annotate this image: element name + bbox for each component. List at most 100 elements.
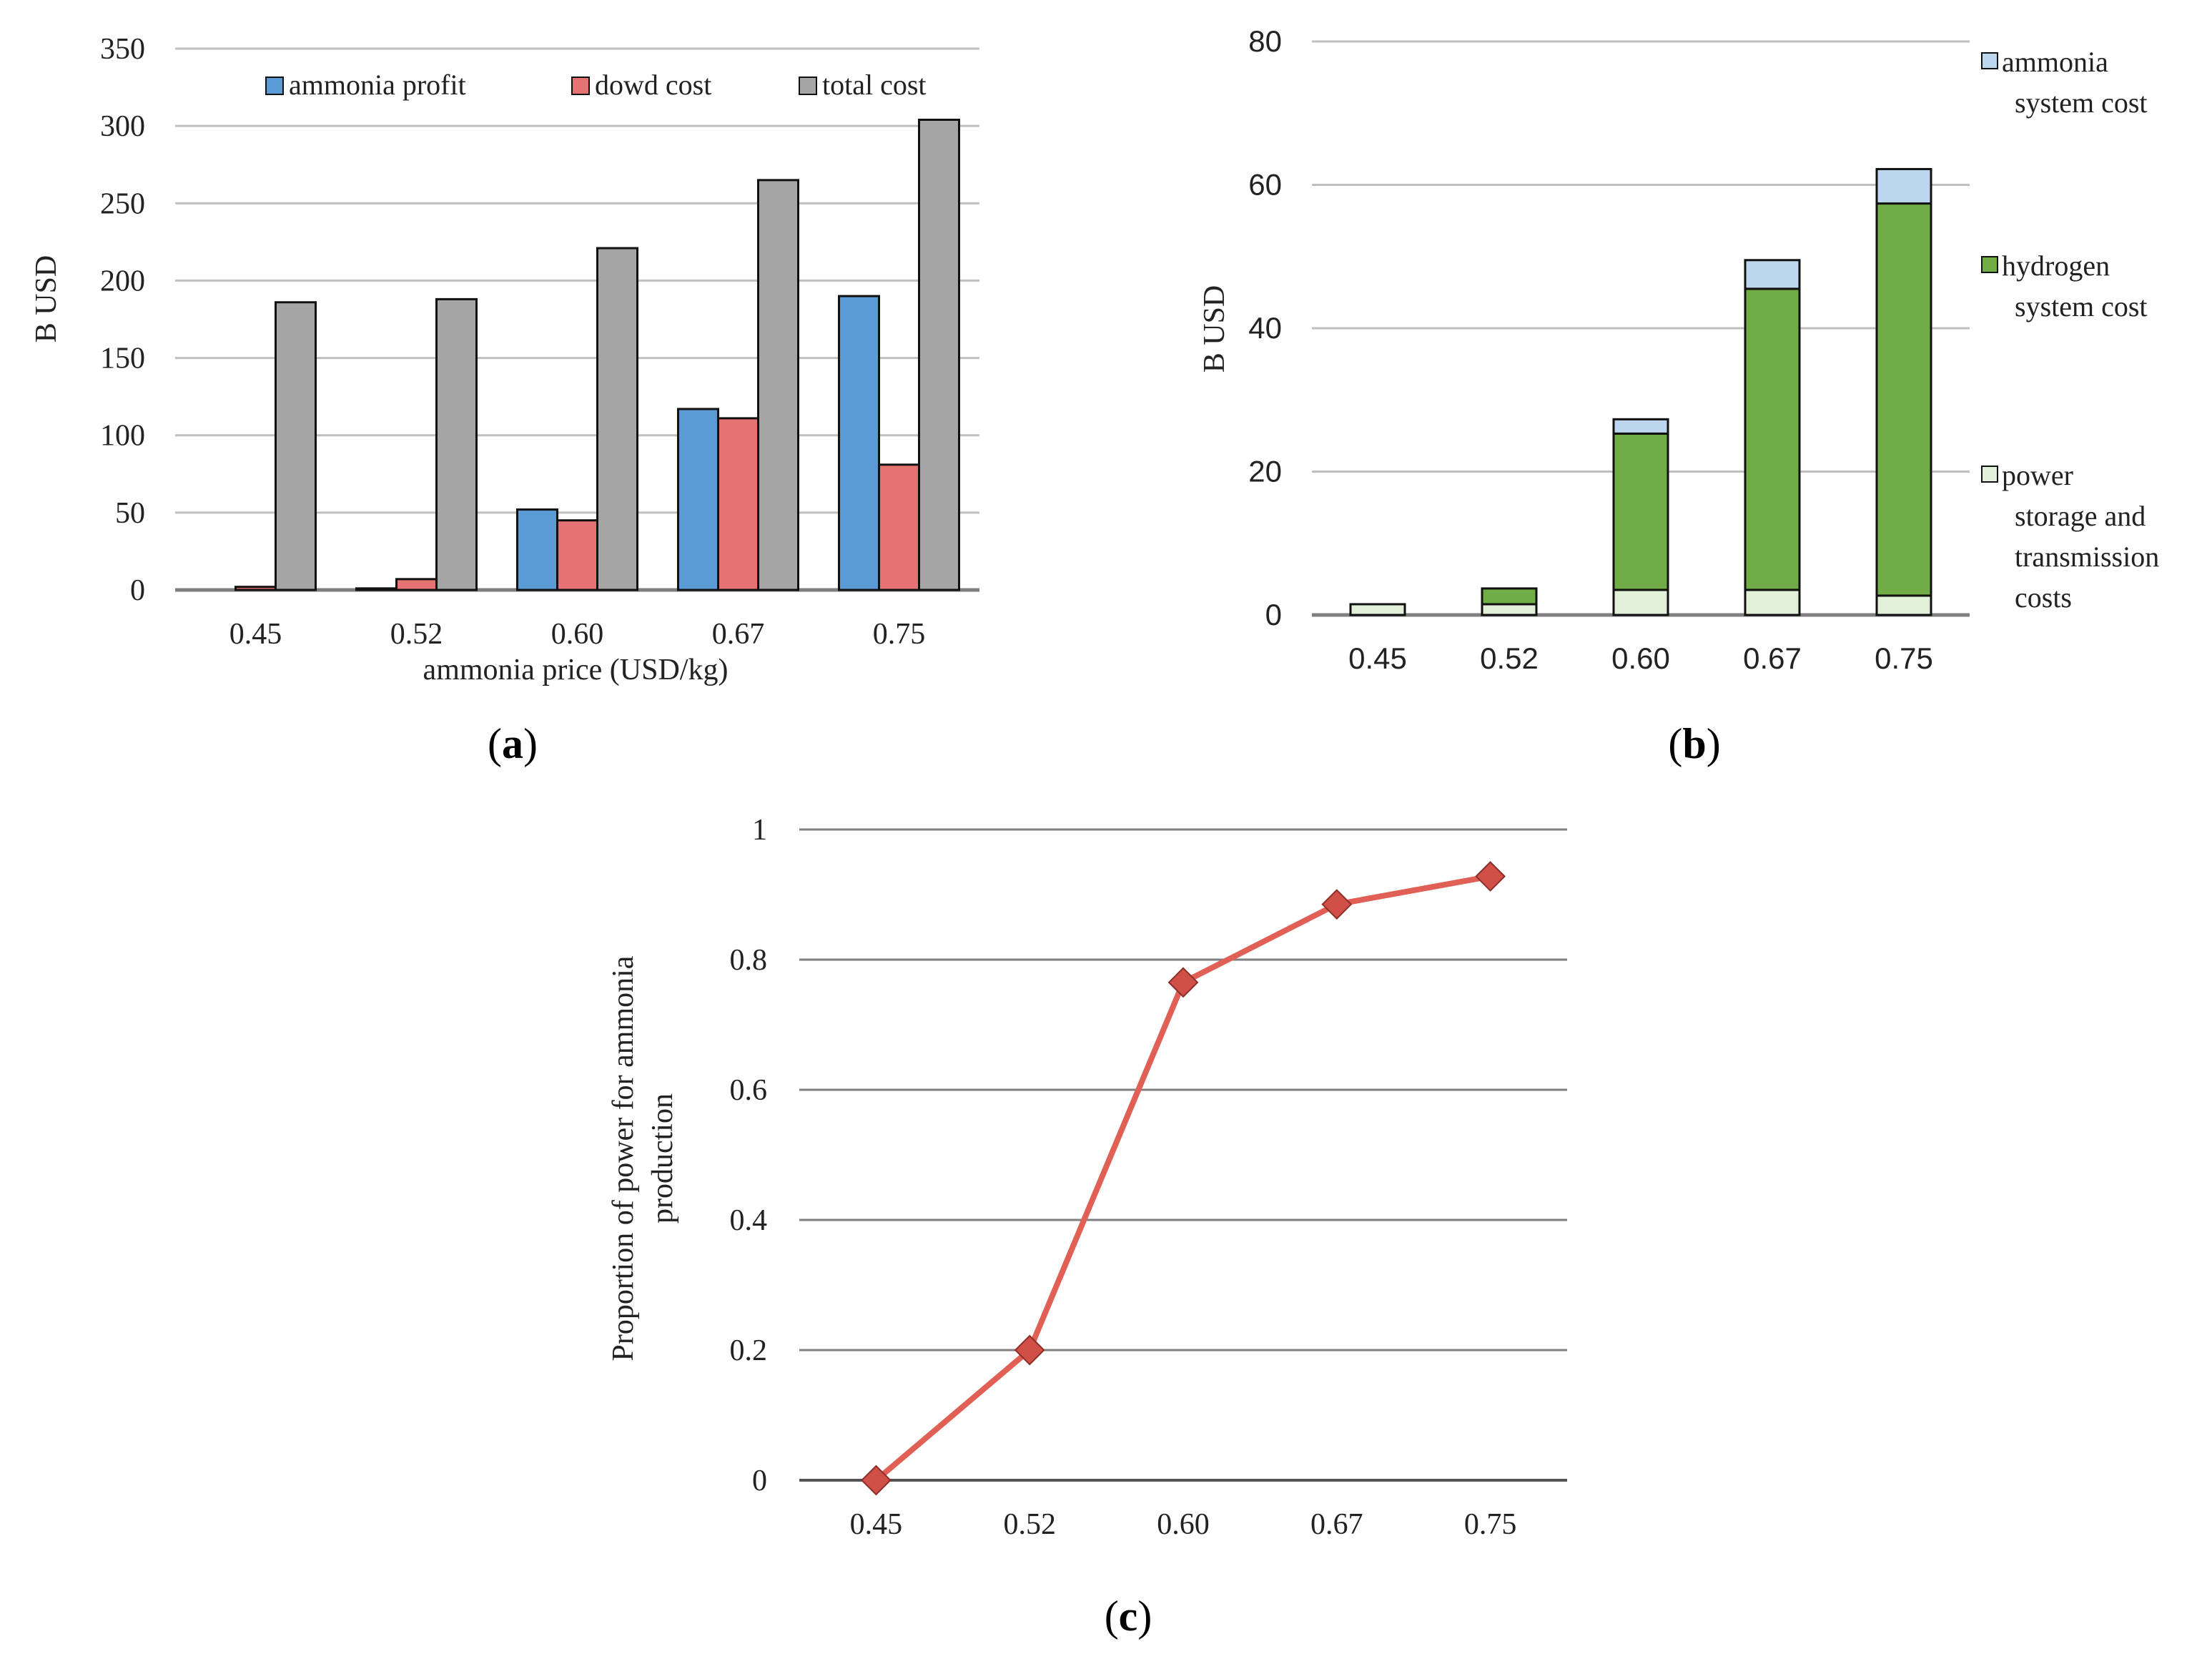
a-bar-ammonia-profit <box>838 295 880 591</box>
b-x-tick-label: 0.75 <box>1875 641 1933 675</box>
b-legend-label: power <box>2002 459 2073 491</box>
a-x-tick-label: 0.67 <box>712 618 765 651</box>
a-y-tick-label: 300 <box>100 110 145 143</box>
a-x-tick-label: 0.60 <box>551 618 604 651</box>
c-y-tick-labels: 0 0.2 0.4 0.6 0.8 1 <box>730 814 768 1497</box>
a-bar-dowd-cost <box>234 586 277 591</box>
a-bar-dowd-cost <box>717 417 759 591</box>
a-legend-swatch <box>799 77 817 95</box>
c-y-axis-title-line2: production <box>646 1093 679 1224</box>
a-bar-total-cost <box>596 247 638 591</box>
b-x-tick-label: 0.60 <box>1611 641 1670 675</box>
b-bar-segment <box>1349 603 1406 616</box>
c-x-tick-label: 0.45 <box>850 1508 903 1541</box>
a-legend: ammonia profit dowd cost total cost <box>265 69 927 101</box>
b-legend-label: transmission <box>2015 541 2159 573</box>
a-bar-ammonia-profit <box>355 587 398 591</box>
a-y-tick-label: 150 <box>100 343 145 375</box>
b-y-tick-label: 40 <box>1248 311 1282 345</box>
a-y-tick-label: 200 <box>100 265 145 297</box>
b-legend-swatch <box>1981 466 1998 483</box>
a-bars <box>234 118 960 591</box>
b-legend: ammonia system cost hydrogen system cost pow… <box>1981 46 2159 614</box>
a-panel-label: (a) <box>488 720 538 767</box>
b-legend-label: storage and <box>2015 500 2146 532</box>
a-y-tick-label: 250 <box>100 187 145 220</box>
b-x-tick-label: 0.52 <box>1480 641 1539 675</box>
b-legend-swatch <box>1981 256 1998 273</box>
b-bar-segment <box>1612 589 1669 616</box>
c-diamond-marker <box>1321 889 1353 920</box>
a-bar-total-cost <box>435 297 478 591</box>
c-y-tick-label: 0 <box>752 1464 767 1497</box>
c-diamond-marker <box>1014 1334 1045 1366</box>
c-gridlines <box>799 828 1567 1482</box>
c-y-tick-label: 0.4 <box>730 1204 768 1237</box>
a-y-tick-label: 0 <box>130 574 145 607</box>
b-bar-segment <box>1875 167 1932 205</box>
b-legend-swatch <box>1981 52 1998 69</box>
b-y-axis-title: B USD <box>1198 285 1231 373</box>
b-legend-label: hydrogen <box>2002 250 2110 282</box>
a-x-tick-label: 0.45 <box>229 618 282 651</box>
b-bar-segment <box>1744 287 1801 591</box>
a-x-tick-label: 0.75 <box>873 618 926 651</box>
a-legend-label: dowd cost <box>595 69 711 101</box>
b-y-tick-labels: 0 20 40 60 80 <box>1248 24 1282 631</box>
b-bar-segment <box>1744 259 1801 290</box>
a-legend-label: ammonia profit <box>289 69 466 101</box>
c-y-tick-label: 1 <box>752 814 767 847</box>
chart-b: 0 20 40 60 80 0.45 0.52 0.60 0.67 0.75 ammonia sy… <box>1198 24 2159 767</box>
c-line-series <box>860 861 1506 1496</box>
b-legend-label: costs <box>2015 581 2072 614</box>
c-panel-label: (c) <box>1105 1592 1152 1640</box>
a-bar-total-cost <box>918 118 960 591</box>
c-series-line <box>874 873 1491 1483</box>
a-bar-dowd-cost <box>395 578 438 591</box>
a-bar-ammonia-profit <box>677 408 719 591</box>
c-x-tick-label: 0.60 <box>1157 1508 1210 1541</box>
c-y-tick-label: 0.6 <box>730 1074 768 1107</box>
b-bars <box>1349 167 1932 616</box>
a-legend-swatch <box>265 77 284 95</box>
b-bar-segment <box>1612 432 1669 591</box>
a-x-tick-labels: 0.45 0.52 0.60 0.67 0.75 <box>229 618 926 651</box>
b-x-tick-label: 0.67 <box>1743 641 1802 675</box>
b-y-tick-label: 20 <box>1248 455 1282 488</box>
c-diamond-marker <box>860 1464 892 1496</box>
b-x-tick-label: 0.45 <box>1348 641 1407 675</box>
c-x-tick-label: 0.52 <box>1003 1508 1056 1541</box>
b-x-tick-labels: 0.45 0.52 0.60 0.67 0.75 <box>1348 641 1933 675</box>
a-bar-total-cost <box>275 301 317 591</box>
b-y-tick-label: 0 <box>1265 598 1282 631</box>
c-x-tick-label: 0.67 <box>1310 1508 1363 1541</box>
a-y-tick-label: 350 <box>100 33 145 66</box>
a-y-tick-label: 50 <box>115 497 145 530</box>
c-y-axis-title-line1: Proportion of power for ammonia <box>607 955 640 1361</box>
a-x-axis-title: ammonia price (USD/kg) <box>423 654 729 686</box>
b-legend-label: system cost <box>2015 87 2148 119</box>
a-x-tick-label: 0.52 <box>390 618 443 651</box>
b-legend-label: ammonia <box>2002 46 2108 78</box>
a-y-axis-title: B USD <box>30 255 63 343</box>
b-y-tick-label: 80 <box>1248 24 1282 58</box>
c-x-tick-labels: 0.45 0.52 0.60 0.67 0.75 <box>850 1508 1517 1541</box>
b-bar-segment <box>1481 603 1538 616</box>
b-y-tick-label: 60 <box>1248 168 1282 202</box>
b-bar-segment <box>1612 418 1669 435</box>
c-x-tick-label: 0.75 <box>1464 1508 1517 1541</box>
c-y-tick-label: 0.8 <box>730 944 768 977</box>
a-y-tick-labels: 0 50 100 150 200 250 300 350 <box>100 33 145 607</box>
a-legend-swatch <box>571 77 590 95</box>
b-panel-label: (b) <box>1668 720 1720 767</box>
c-diamond-marker <box>1475 861 1506 892</box>
a-bar-ammonia-profit <box>516 508 558 591</box>
b-bar-segment <box>1875 594 1932 616</box>
a-y-tick-label: 100 <box>100 420 145 453</box>
b-bar-segment <box>1481 587 1538 606</box>
a-legend-label: total cost <box>822 69 927 101</box>
b-bar-segment <box>1744 589 1801 616</box>
b-bar-segment <box>1875 202 1932 597</box>
